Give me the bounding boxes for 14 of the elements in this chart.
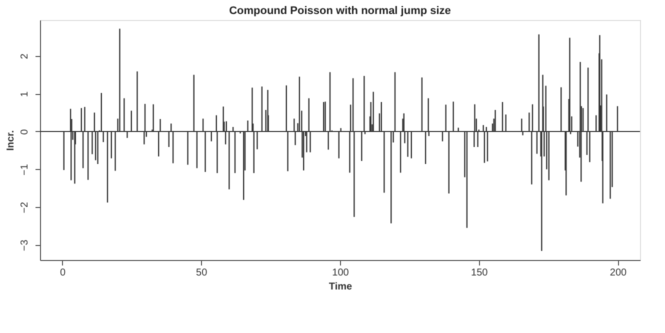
x-tick-label: 100 <box>332 268 350 278</box>
chart-title: Compound Poisson with normal jump size <box>229 5 451 17</box>
y-tick-label: 1 <box>20 90 30 97</box>
y-tick-label: 2 <box>20 53 30 60</box>
y-tick-label: −3 <box>20 239 30 252</box>
x-tick-label: 0 <box>60 268 66 278</box>
y-tick-label: −1 <box>20 164 30 176</box>
x-tick-label: 150 <box>471 268 488 278</box>
x-tick-label: 200 <box>610 268 628 278</box>
y-axis-title: Incr. <box>6 130 16 151</box>
x-tick-label: 50 <box>196 268 208 278</box>
y-tick-label: −2 <box>20 201 30 214</box>
x-axis-title: Time <box>328 282 353 292</box>
y-tick-label: 0 <box>20 128 30 135</box>
